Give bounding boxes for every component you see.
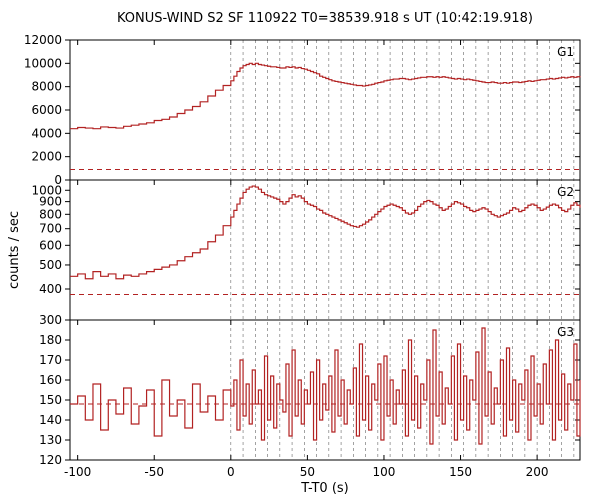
panel-label-G3: G3 (557, 325, 574, 339)
y-axis-label: counts / sec (7, 211, 22, 289)
x-axis-label: T-T0 (s) (300, 481, 349, 496)
svg-text:600: 600 (39, 238, 62, 252)
svg-text:130: 130 (39, 433, 62, 447)
svg-text:300: 300 (39, 313, 62, 327)
svg-text:150: 150 (39, 393, 62, 407)
x-tick-label: 200 (526, 465, 549, 479)
svg-text:400: 400 (39, 282, 62, 296)
svg-text:1000: 1000 (31, 183, 62, 197)
svg-text:120: 120 (39, 453, 62, 467)
svg-text:12000: 12000 (24, 33, 62, 47)
svg-text:2000: 2000 (31, 150, 62, 164)
x-tick-label: -100 (64, 465, 91, 479)
svg-text:140: 140 (39, 413, 62, 427)
svg-text:6000: 6000 (31, 103, 62, 117)
chart-title: KONUS-WIND S2 SF 110922 T0=38539.918 s U… (117, 11, 533, 26)
svg-text:4000: 4000 (31, 126, 62, 140)
x-tick-label: 50 (300, 465, 315, 479)
svg-text:10000: 10000 (24, 56, 62, 70)
x-tick-label: 0 (227, 465, 235, 479)
svg-text:500: 500 (39, 258, 62, 272)
panel-label-G2: G2 (557, 185, 574, 199)
x-tick-label: -50 (144, 465, 164, 479)
svg-text:700: 700 (39, 222, 62, 236)
svg-text:180: 180 (39, 333, 62, 347)
svg-text:170: 170 (39, 353, 62, 367)
panel-label-G1: G1 (557, 45, 574, 59)
svg-text:160: 160 (39, 373, 62, 387)
svg-text:8000: 8000 (31, 80, 62, 94)
x-tick-label: 100 (373, 465, 396, 479)
svg-text:800: 800 (39, 207, 62, 221)
figure-bg (0, 0, 600, 500)
x-tick-label: 150 (449, 465, 472, 479)
lightcurve-figure: KONUS-WIND S2 SF 110922 T0=38539.918 s U… (0, 0, 600, 500)
